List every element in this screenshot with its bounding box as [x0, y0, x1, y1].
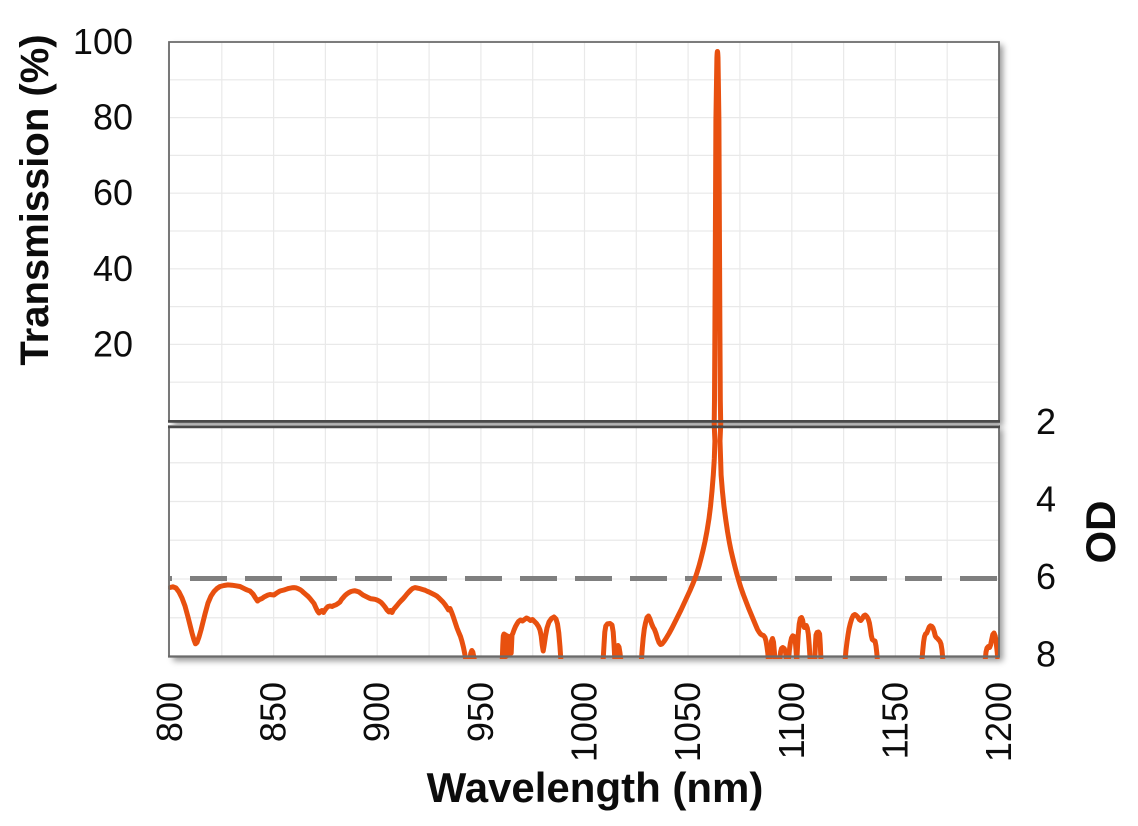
svg-text:2: 2: [1036, 401, 1056, 442]
svg-text:850: 850: [253, 682, 294, 742]
svg-text:800: 800: [149, 682, 190, 742]
svg-text:100: 100: [73, 21, 133, 62]
svg-text:8: 8: [1036, 634, 1056, 675]
svg-text:900: 900: [356, 682, 397, 742]
svg-text:Wavelength (nm): Wavelength (nm): [427, 764, 764, 811]
svg-text:1150: 1150: [874, 682, 915, 759]
svg-text:6: 6: [1036, 556, 1056, 597]
svg-text:40: 40: [93, 248, 133, 289]
svg-text:1000: 1000: [564, 682, 605, 762]
svg-text:1050: 1050: [667, 682, 708, 762]
svg-text:1200: 1200: [978, 682, 1019, 762]
svg-text:20: 20: [93, 323, 133, 364]
svg-text:OD: OD: [1077, 501, 1124, 564]
svg-text:Transmission (%): Transmission (%): [13, 34, 57, 365]
svg-text:80: 80: [93, 97, 133, 138]
svg-text:950: 950: [460, 682, 501, 742]
svg-text:4: 4: [1036, 479, 1056, 520]
svg-text:60: 60: [93, 172, 133, 213]
svg-text:1100: 1100: [771, 682, 812, 759]
